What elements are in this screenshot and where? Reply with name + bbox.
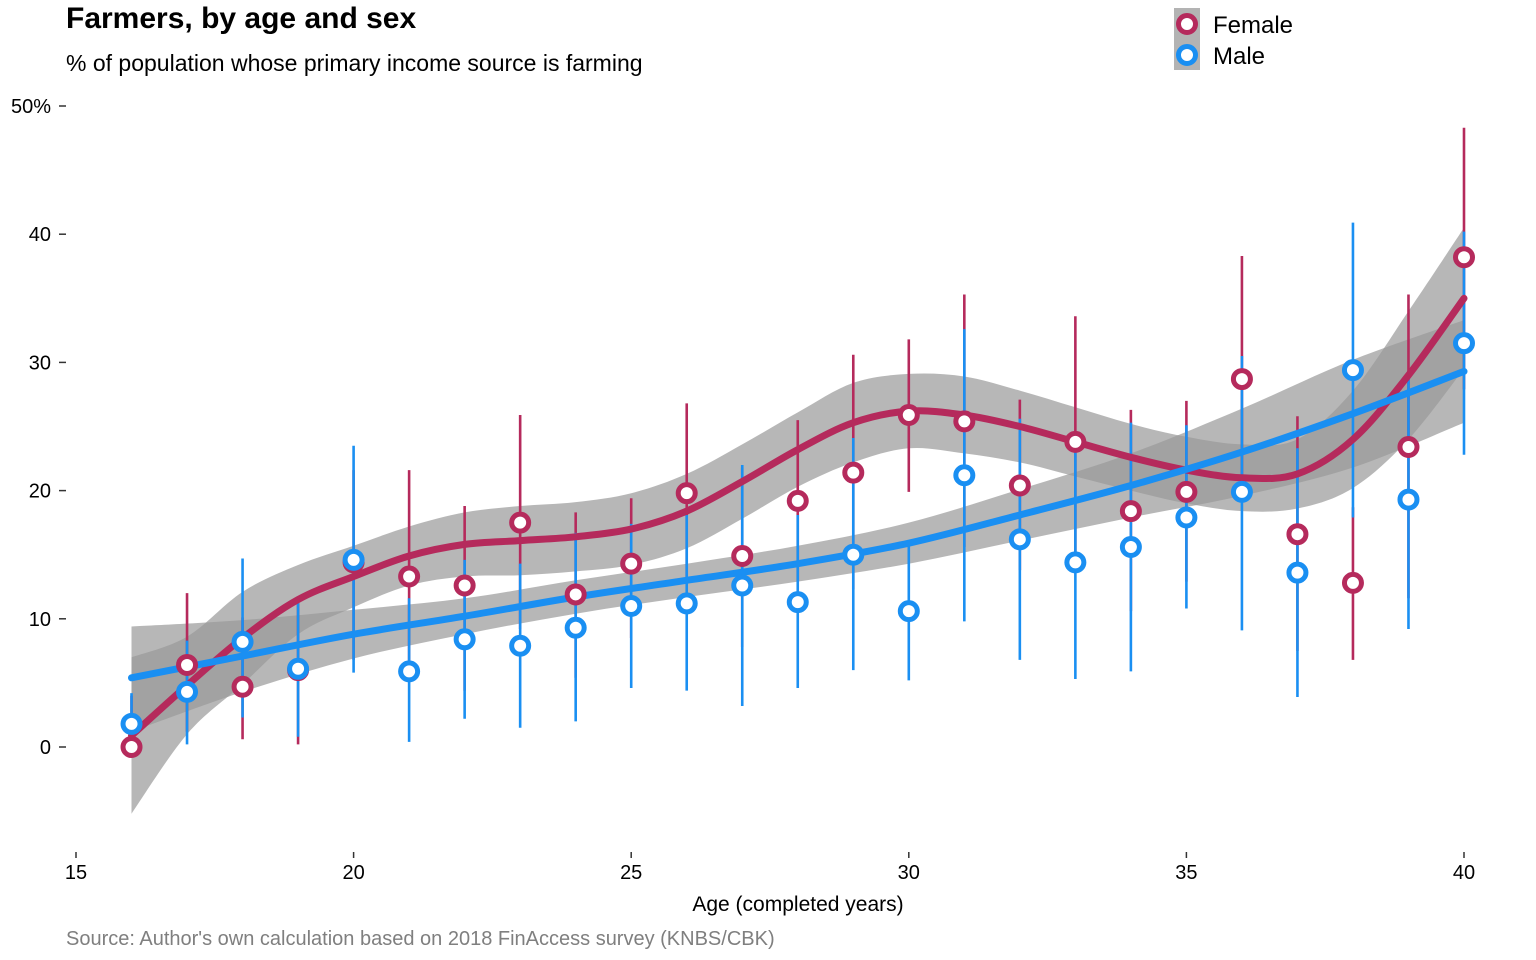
point-male-30: [897, 600, 920, 623]
point-male-18: [231, 630, 254, 653]
point-female-38: [1341, 571, 1364, 594]
x-tick-label-15: 15: [65, 862, 87, 884]
point-male-28: [786, 591, 809, 614]
point-male-29: [842, 543, 865, 566]
point-male-25: [620, 594, 643, 617]
point-male-40: [1453, 332, 1475, 355]
point-male-39: [1397, 488, 1420, 511]
point-male-23: [509, 634, 532, 657]
point-female-28: [786, 489, 809, 512]
point-male-22: [453, 628, 476, 651]
point-male-31: [953, 464, 976, 487]
point-female-16: [120, 736, 143, 758]
point-male-19: [287, 657, 310, 680]
point-female-39: [1397, 436, 1420, 459]
x-tick-label-35: 35: [1175, 862, 1197, 884]
point-female-32: [1008, 474, 1031, 497]
point-male-33: [1064, 551, 1087, 574]
y-tick-label-0: 0: [40, 737, 51, 759]
point-male-38: [1341, 359, 1364, 382]
point-male-34: [1119, 536, 1142, 559]
chart-title: Farmers, by age and sex: [66, 2, 417, 35]
y-tick-label-40: 40: [29, 224, 51, 246]
x-tick-label-30: 30: [898, 862, 920, 884]
point-male-32: [1008, 528, 1031, 551]
point-female-25: [620, 552, 643, 575]
smooth-lines: [128, 294, 1468, 739]
data-points: [120, 246, 1475, 758]
point-male-21: [398, 660, 421, 683]
legend-label-male: Male: [1213, 43, 1265, 70]
point-female-24: [564, 583, 587, 606]
point-female-18: [231, 675, 254, 698]
point-female-40: [1453, 246, 1475, 269]
x-tick-label-20: 20: [342, 862, 364, 884]
y-tick-label-50: 50%: [11, 96, 51, 118]
point-female-37: [1286, 523, 1309, 546]
point-female-17: [176, 653, 199, 676]
point-male-36: [1230, 480, 1253, 503]
point-female-23: [509, 511, 532, 534]
legend-female-swatch: [1176, 13, 1198, 35]
legend-male-swatch: [1176, 44, 1198, 66]
point-male-24: [564, 616, 587, 639]
point-male-37: [1286, 561, 1309, 584]
point-male-35: [1175, 506, 1198, 529]
point-female-29: [842, 461, 865, 484]
chart-subtitle: % of population whose primary income sou…: [66, 50, 643, 76]
x-tick-label-40: 40: [1453, 862, 1475, 884]
axes: Age (completed years) 15 20 25 30 35 40 0 10 20 3…: [11, 96, 1475, 916]
y-tick-label-30: 30: [29, 352, 51, 374]
x-tick-label-25: 25: [620, 862, 642, 884]
point-male-26: [675, 592, 698, 615]
x-axis-title: Age (completed years): [692, 893, 903, 916]
y-tick-label-20: 20: [29, 481, 51, 503]
legend-label-female: Female: [1213, 12, 1293, 39]
point-female-21: [398, 565, 421, 588]
point-female-27: [731, 544, 754, 567]
point-female-31: [953, 410, 976, 433]
point-female-36: [1230, 368, 1253, 391]
point-male-27: [731, 574, 754, 597]
point-female-22: [453, 574, 476, 597]
point-female-34: [1119, 500, 1142, 523]
point-female-26: [675, 482, 698, 505]
trend-line-male: [128, 367, 1468, 682]
point-male-17: [176, 680, 199, 703]
trend-line-female: [128, 294, 1468, 739]
point-male-16: [120, 712, 143, 735]
point-female-35: [1175, 480, 1198, 503]
point-female-30: [897, 403, 920, 426]
y-tick-label-10: 10: [29, 609, 51, 631]
chart-caption: Source: Author's own calculation based o…: [66, 928, 775, 950]
legend: Female Male: [1174, 8, 1293, 70]
point-female-33: [1064, 430, 1087, 453]
point-male-20: [342, 548, 365, 571]
